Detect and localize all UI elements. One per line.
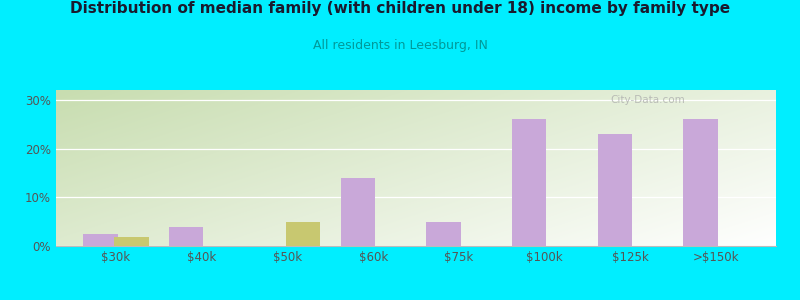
Bar bbox=[341, 178, 375, 246]
Text: Distribution of median family (with children under 18) income by family type: Distribution of median family (with chil… bbox=[70, 2, 730, 16]
Bar bbox=[169, 226, 203, 246]
Text: City-Data.com: City-Data.com bbox=[610, 95, 685, 105]
Bar bbox=[512, 119, 546, 246]
Bar bbox=[286, 222, 320, 246]
Bar bbox=[83, 234, 118, 246]
Bar bbox=[683, 119, 718, 246]
Text: All residents in Leesburg, IN: All residents in Leesburg, IN bbox=[313, 39, 487, 52]
Bar bbox=[426, 222, 461, 246]
Bar bbox=[114, 237, 149, 246]
Bar bbox=[598, 134, 632, 246]
